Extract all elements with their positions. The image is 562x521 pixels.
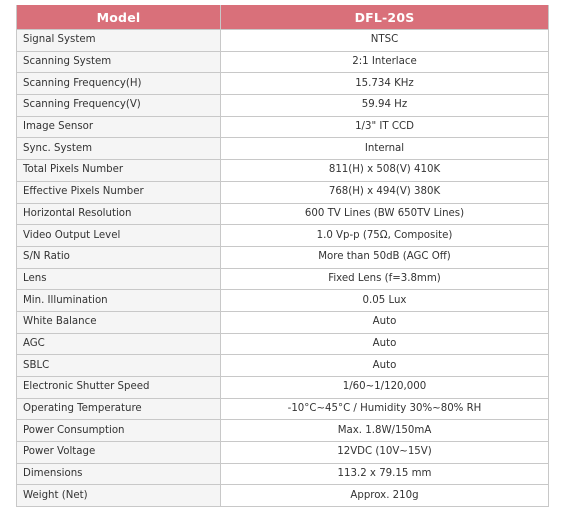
spec-table: Model DFL-20S Signal System NTSC Scanning … <box>16 5 549 508</box>
spec-label: Sync. System <box>16 137 221 161</box>
spec-row: Horizontal Resolution 600 TV Lines (BW 65… <box>16 202 549 226</box>
spec-row: Scanning Frequency(V) 59.94 Hz <box>16 94 549 117</box>
spec-row: Power Consumption Max. 1.8W/150mA <box>16 419 549 443</box>
spec-label: White Balance <box>16 310 221 334</box>
spec-value: More than 50dB (AGC Off) <box>220 245 549 269</box>
spec-label: Signal System <box>16 29 221 52</box>
spec-label: Min. Illumination <box>16 289 221 312</box>
spec-row: White Balance Auto <box>16 310 549 334</box>
spec-value: NTSC <box>220 29 549 52</box>
spec-row: Electronic Shutter Speed 1/60~1/120,000 <box>16 376 549 399</box>
spec-value: 1.0 Vp-p (75Ω, Composite) <box>220 224 549 247</box>
spec-row: Weight (Net) Approx. 210g <box>16 484 549 508</box>
spec-label: Total Pixels Number <box>16 159 221 182</box>
spec-label: Power Voltage <box>16 441 221 464</box>
spec-label: Effective Pixels Number <box>16 180 221 204</box>
spec-value: 600 TV Lines (BW 650TV Lines) <box>220 202 549 226</box>
spec-row: SBLC Auto <box>16 354 549 377</box>
spec-row: Min. Illumination 0.05 Lux <box>16 289 549 312</box>
spec-row: AGC Auto <box>16 332 549 356</box>
spec-label: Scanning System <box>16 50 221 74</box>
spec-value: Auto <box>220 332 549 356</box>
spec-label: SBLC <box>16 354 221 377</box>
spec-value: -10°C~45°C / Humidity 30%~80% RH <box>220 397 549 421</box>
spec-value: Fixed Lens (f=3.8mm) <box>220 267 549 291</box>
spec-row: Image Sensor 1/3" IT CCD <box>16 115 549 139</box>
spec-label: S/N Ratio <box>16 245 221 269</box>
spec-row: S/N Ratio More than 50dB (AGC Off) <box>16 245 549 269</box>
spec-value: Internal <box>220 137 549 161</box>
spec-row: Effective Pixels Number 768(H) x 494(V) 3… <box>16 180 549 204</box>
spec-label: Scanning Frequency(V) <box>16 94 221 117</box>
spec-row: Lens Fixed Lens (f=3.8mm) <box>16 267 549 291</box>
spec-row: Power Voltage 12VDC (10V~15V) <box>16 441 549 464</box>
spec-label: Power Consumption <box>16 419 221 443</box>
spec-row: Scanning Frequency(H) 15.734 KHz <box>16 72 549 96</box>
spec-row: Sync. System Internal <box>16 137 549 161</box>
spec-label: AGC <box>16 332 221 356</box>
spec-row: Video Output Level 1.0 Vp-p (75Ω, Composi… <box>16 224 549 247</box>
spec-row: Total Pixels Number 811(H) x 508(V) 410K <box>16 159 549 182</box>
spec-row: Operating Temperature -10°C~45°C / Humidi… <box>16 397 549 421</box>
model-header-value: DFL-20S <box>220 5 549 30</box>
spec-value: 1/3" IT CCD <box>220 115 549 139</box>
spec-value: Auto <box>220 310 549 334</box>
spec-value: Max. 1.8W/150mA <box>220 419 549 443</box>
spec-value: 12VDC (10V~15V) <box>220 441 549 464</box>
spec-value: 113.2 x 79.15 mm <box>220 462 549 486</box>
spec-value: 1/60~1/120,000 <box>220 376 549 399</box>
spec-value: 2:1 Interlace <box>220 50 549 74</box>
spec-label: Electronic Shutter Speed <box>16 376 221 399</box>
spec-label: Lens <box>16 267 221 291</box>
spec-table-body: Signal System NTSC Scanning System 2:1 Inte… <box>16 29 549 508</box>
spec-value: 768(H) x 494(V) 380K <box>220 180 549 204</box>
model-header-label: Model <box>16 5 221 30</box>
spec-label: Scanning Frequency(H) <box>16 72 221 96</box>
spec-value: Approx. 210g <box>220 484 549 508</box>
header-row: Model DFL-20S <box>16 5 549 30</box>
spec-label: Dimensions <box>16 462 221 486</box>
spec-row: Dimensions 113.2 x 79.15 mm <box>16 462 549 486</box>
spec-row: Scanning System 2:1 Interlace <box>16 50 549 74</box>
spec-value: Auto <box>220 354 549 377</box>
spec-value: 0.05 Lux <box>220 289 549 312</box>
spec-value: 15.734 KHz <box>220 72 549 96</box>
spec-label: Horizontal Resolution <box>16 202 221 226</box>
spec-label: Video Output Level <box>16 224 221 247</box>
spec-row: Signal System NTSC <box>16 29 549 52</box>
spec-label: Operating Temperature <box>16 397 221 421</box>
spec-value: 59.94 Hz <box>220 94 549 117</box>
spec-label: Weight (Net) <box>16 484 221 508</box>
spec-value: 811(H) x 508(V) 410K <box>220 159 549 182</box>
spec-label: Image Sensor <box>16 115 221 139</box>
